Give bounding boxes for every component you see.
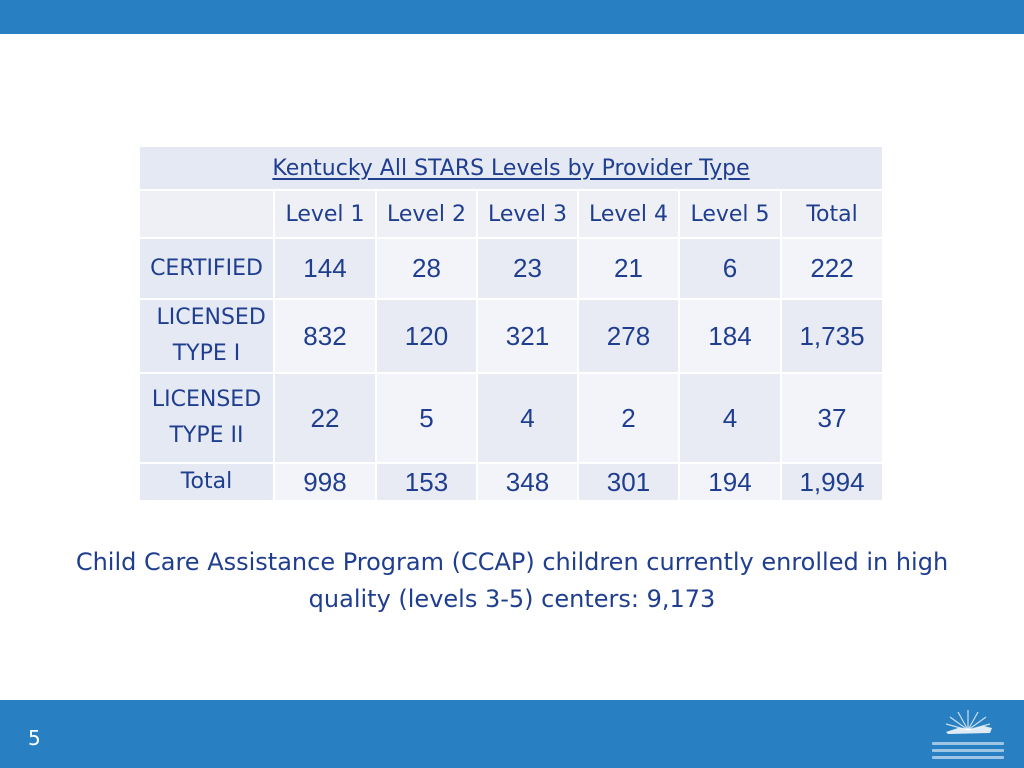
kentucky-logo-icon — [928, 704, 1008, 764]
table-title: Kentucky All STARS Levels by Provider Ty… — [272, 155, 750, 181]
table-cell: 222 — [779, 237, 885, 300]
table-cell: 998 — [273, 462, 377, 502]
table-cell: 144 — [273, 237, 377, 300]
row-label: LICENSED TYPE II — [138, 372, 275, 464]
table-cell: 2 — [577, 372, 680, 464]
column-header: Level 1 — [273, 189, 377, 239]
table-cell: 348 — [476, 462, 579, 502]
table-cell: 22 — [273, 372, 377, 464]
table-cell: 1,735 — [779, 298, 885, 374]
row-label-text: LICENSED TYPE II — [151, 387, 262, 448]
header-row: Level 1 Level 2 Level 3 Level 4 Level 5 … — [138, 189, 885, 239]
table-cell: 21 — [577, 237, 680, 300]
table-cell: 278 — [577, 298, 680, 374]
table-title-cell: Kentucky All STARS Levels by Provider Ty… — [137, 145, 885, 191]
row-label-text: LICENSED TYPE I — [156, 305, 266, 366]
column-header: Level 2 — [375, 189, 478, 239]
table-cell: 184 — [678, 298, 782, 374]
table-cell: 4 — [476, 372, 579, 464]
table-cell: 120 — [375, 298, 478, 374]
footer-banner — [0, 700, 1024, 768]
table-cell: 1,994 — [779, 462, 885, 502]
table-cell: 5 — [375, 372, 478, 464]
column-header: Level 5 — [678, 189, 782, 239]
table-cell: 301 — [577, 462, 680, 502]
logo-text-line — [932, 742, 1004, 745]
column-header: Level 4 — [577, 189, 680, 239]
ccap-note: Child Care Assistance Program (CCAP) chi… — [75, 548, 949, 613]
table-cell: 4 — [678, 372, 782, 464]
table-cell: 832 — [273, 298, 377, 374]
page-number: 5 — [28, 726, 41, 750]
column-header: Level 3 — [476, 189, 579, 239]
table-cell: 23 — [476, 237, 579, 300]
logo-text-line — [932, 756, 1004, 759]
table-row: CERTIFIED 144 28 23 21 6 222 — [138, 237, 885, 300]
sunburst-icon — [945, 710, 992, 734]
column-header: Total — [779, 189, 885, 239]
table-cell: 321 — [476, 298, 579, 374]
table-cell: 37 — [779, 372, 885, 464]
row-label: LICENSED TYPE I — [138, 298, 275, 374]
row-label: Total — [138, 462, 275, 502]
table-row: LICENSED TYPE I 832 120 321 278 184 1,73… — [138, 298, 885, 374]
top-banner — [0, 0, 1024, 34]
row-label: CERTIFIED — [138, 237, 275, 300]
logo-text-line — [932, 749, 1004, 752]
header-blank — [138, 189, 275, 239]
table-row: LICENSED TYPE II 22 5 4 2 4 37 — [138, 372, 885, 464]
stars-levels-table: Kentucky All STARS Levels by Provider Ty… — [137, 145, 885, 502]
table-row: Total 998 153 348 301 194 1,994 — [138, 462, 885, 502]
table-cell: 28 — [375, 237, 478, 300]
table-cell: 6 — [678, 237, 782, 300]
table-cell: 194 — [678, 462, 782, 502]
table-cell: 153 — [375, 462, 478, 502]
